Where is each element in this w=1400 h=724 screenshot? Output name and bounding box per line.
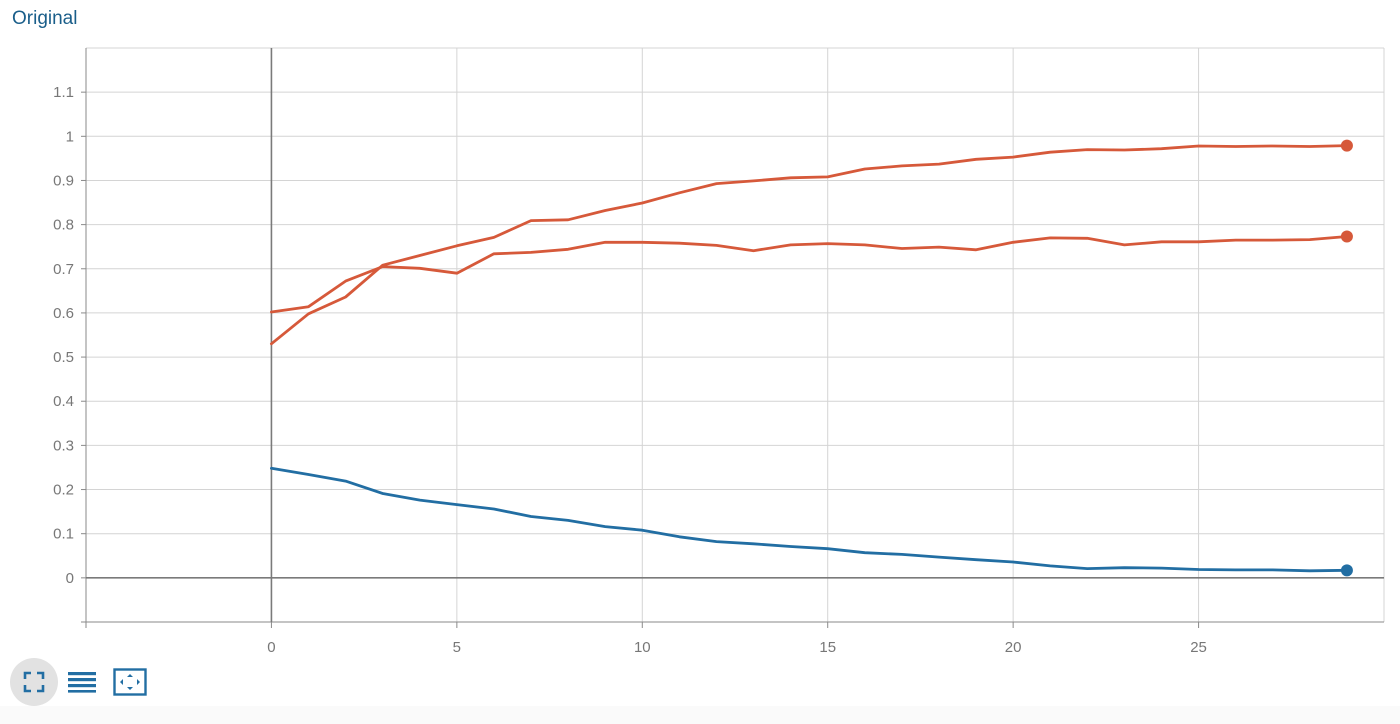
- y-tick-label: 0.3: [53, 437, 74, 454]
- tick-labels: 0 0.1 0.2 0.3 0.4 0.5 0.6 0.7 0.8 0.9 1 1.1 0 5 10 15 20…: [53, 84, 1207, 656]
- x-tick-label: 0: [267, 639, 275, 656]
- expand-icon: [23, 671, 45, 693]
- y-tick-label: 1.1: [53, 84, 74, 101]
- data-table-icon: [68, 672, 96, 693]
- x-tick-label: 20: [1005, 639, 1022, 656]
- series-endpoint-1: [1340, 139, 1353, 152]
- fit-domain-button[interactable]: [106, 658, 154, 706]
- gridlines: [86, 47, 1385, 622]
- line-chart: 0 0.1 0.2 0.3 0.4 0.5 0.6 0.7 0.8 0.9 1 1.1 0 5 10 15 20…: [53, 47, 1385, 656]
- series-endpoint-2: [1340, 230, 1353, 243]
- series-lines: [269, 144, 1349, 573]
- y-tick-label: 0.4: [53, 393, 74, 410]
- y-tick-label: 0.8: [53, 217, 74, 234]
- expand-button[interactable]: [10, 658, 58, 706]
- x-tick-label: 10: [634, 639, 651, 656]
- y-tick-label: 1: [66, 128, 74, 145]
- y-tick-label: 0.1: [53, 526, 74, 543]
- chart-toolbar: [10, 658, 154, 706]
- y-tick-label: 0: [66, 570, 74, 587]
- footer-strip: [0, 706, 1400, 724]
- series-line-1: [269, 144, 1349, 346]
- y-tick-label: 0.2: [53, 482, 74, 499]
- x-tick-label: 15: [819, 639, 836, 656]
- y-tick-label: 0.6: [53, 305, 74, 322]
- y-tick-label: 0.9: [53, 172, 74, 189]
- series-line-3: [269, 466, 1349, 573]
- x-tick-label: 5: [453, 639, 461, 656]
- x-tick-label: 25: [1190, 639, 1207, 656]
- series-endpoint-3: [1340, 564, 1353, 577]
- series-line-2: [269, 235, 1349, 314]
- axes: [81, 48, 1384, 628]
- y-tick-label: 0.7: [53, 261, 74, 278]
- data-table-button[interactable]: [58, 658, 106, 706]
- fit-domain-icon: [113, 668, 147, 696]
- y-tick-label: 0.5: [53, 349, 74, 366]
- series-endpoints: [1340, 139, 1353, 577]
- chart-title: Original: [12, 8, 78, 29]
